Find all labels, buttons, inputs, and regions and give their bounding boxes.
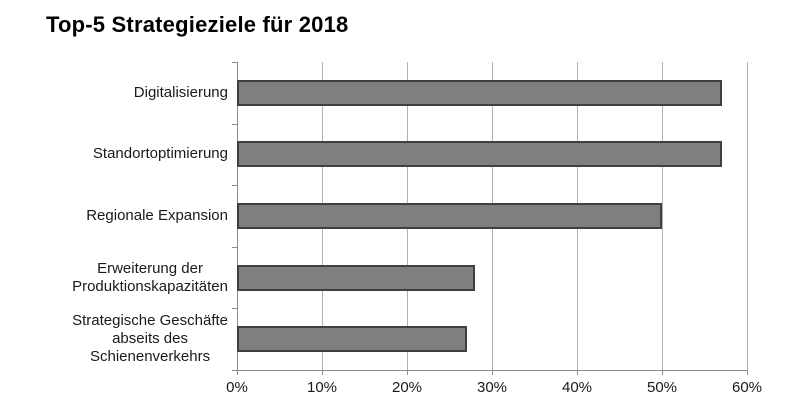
bar: [237, 203, 662, 229]
y-axis-tick: [232, 185, 237, 187]
x-axis-tick: [577, 370, 578, 375]
x-tick-label: 0%: [226, 379, 248, 396]
x-axis-tick: [407, 370, 408, 375]
x-axis-tick: [662, 370, 663, 375]
x-tick-label: 40%: [561, 379, 593, 396]
y-axis-tick: [232, 62, 237, 63]
category-label: Strategische Geschäfte abseits des Schie…: [72, 312, 228, 366]
y-axis-tick: [232, 123, 237, 125]
y-axis-tick: [232, 246, 237, 248]
x-tick-label: 20%: [391, 379, 423, 396]
x-axis-tick: [747, 370, 748, 375]
bar: [237, 264, 475, 291]
category-label: Erweiterung der Produktionskapazitäten: [72, 259, 228, 295]
bar: [237, 326, 467, 353]
x-axis-tick: [237, 370, 238, 375]
category-label: Regionale Expansion: [86, 206, 228, 224]
x-axis-tick: [492, 370, 493, 375]
bar: [237, 79, 722, 106]
y-axis-tick: [232, 308, 237, 310]
chart-title: Top-5 Strategieziele für 2018: [46, 12, 349, 37]
x-axis-tick: [322, 370, 323, 375]
gridline: [747, 62, 748, 370]
x-axis: [237, 370, 747, 371]
x-tick-label: 50%: [646, 379, 678, 396]
category-label: Digitalisierung: [133, 83, 228, 101]
y-axis-tick: [232, 370, 237, 371]
gridline: [662, 62, 663, 370]
bar: [237, 141, 722, 168]
x-tick-label: 10%: [306, 379, 338, 396]
x-tick-label: 30%: [476, 379, 508, 396]
x-tick-label: 60%: [731, 379, 763, 396]
category-label: Standortoptimierung: [92, 145, 228, 163]
